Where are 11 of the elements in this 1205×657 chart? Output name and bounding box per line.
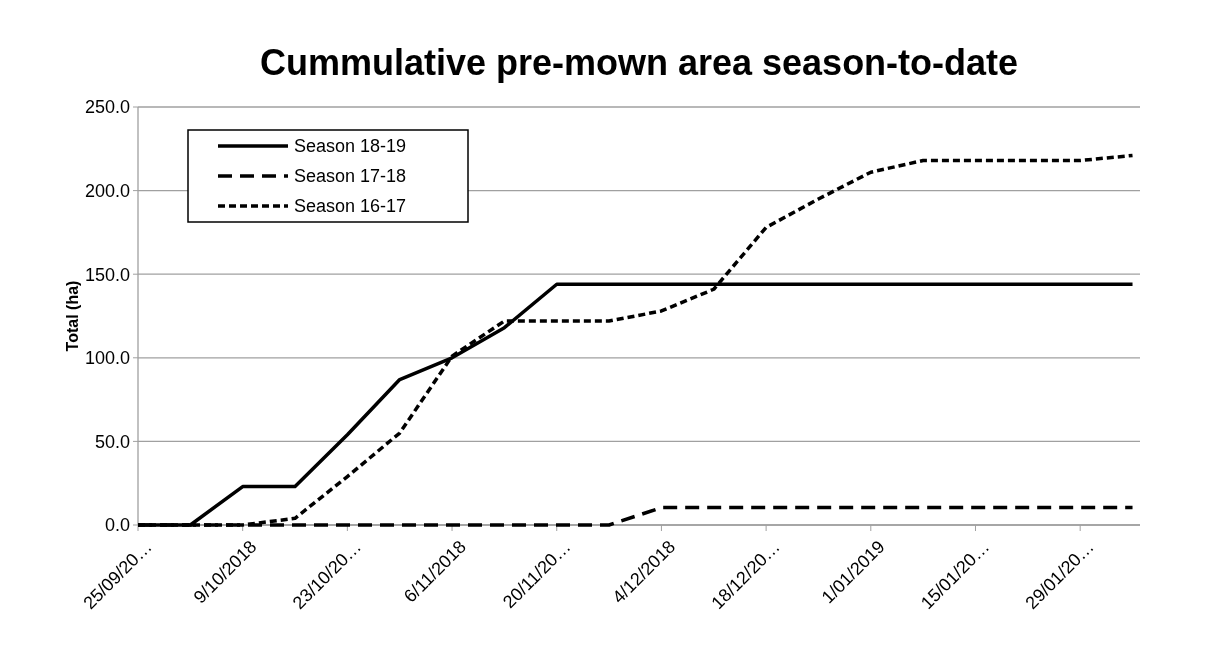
legend-label: Season 18-19 — [294, 136, 407, 157]
y-tick-label: 0.0 — [104, 515, 130, 536]
y-tick-label: 150.0 — [84, 264, 130, 285]
y-tick-label: 50.0 — [94, 431, 130, 452]
chart-title: Cummulative pre-mown area season-to-date — [259, 42, 1019, 83]
legend-label: Season 16-17 — [294, 196, 407, 217]
y-axis-title: Total (ha) — [64, 280, 81, 352]
legend-label: Season 17-18 — [294, 166, 407, 187]
y-tick-label: 200.0 — [84, 180, 130, 201]
y-tick-label: 250.0 — [84, 97, 130, 118]
y-tick-label: 100.0 — [84, 348, 130, 369]
